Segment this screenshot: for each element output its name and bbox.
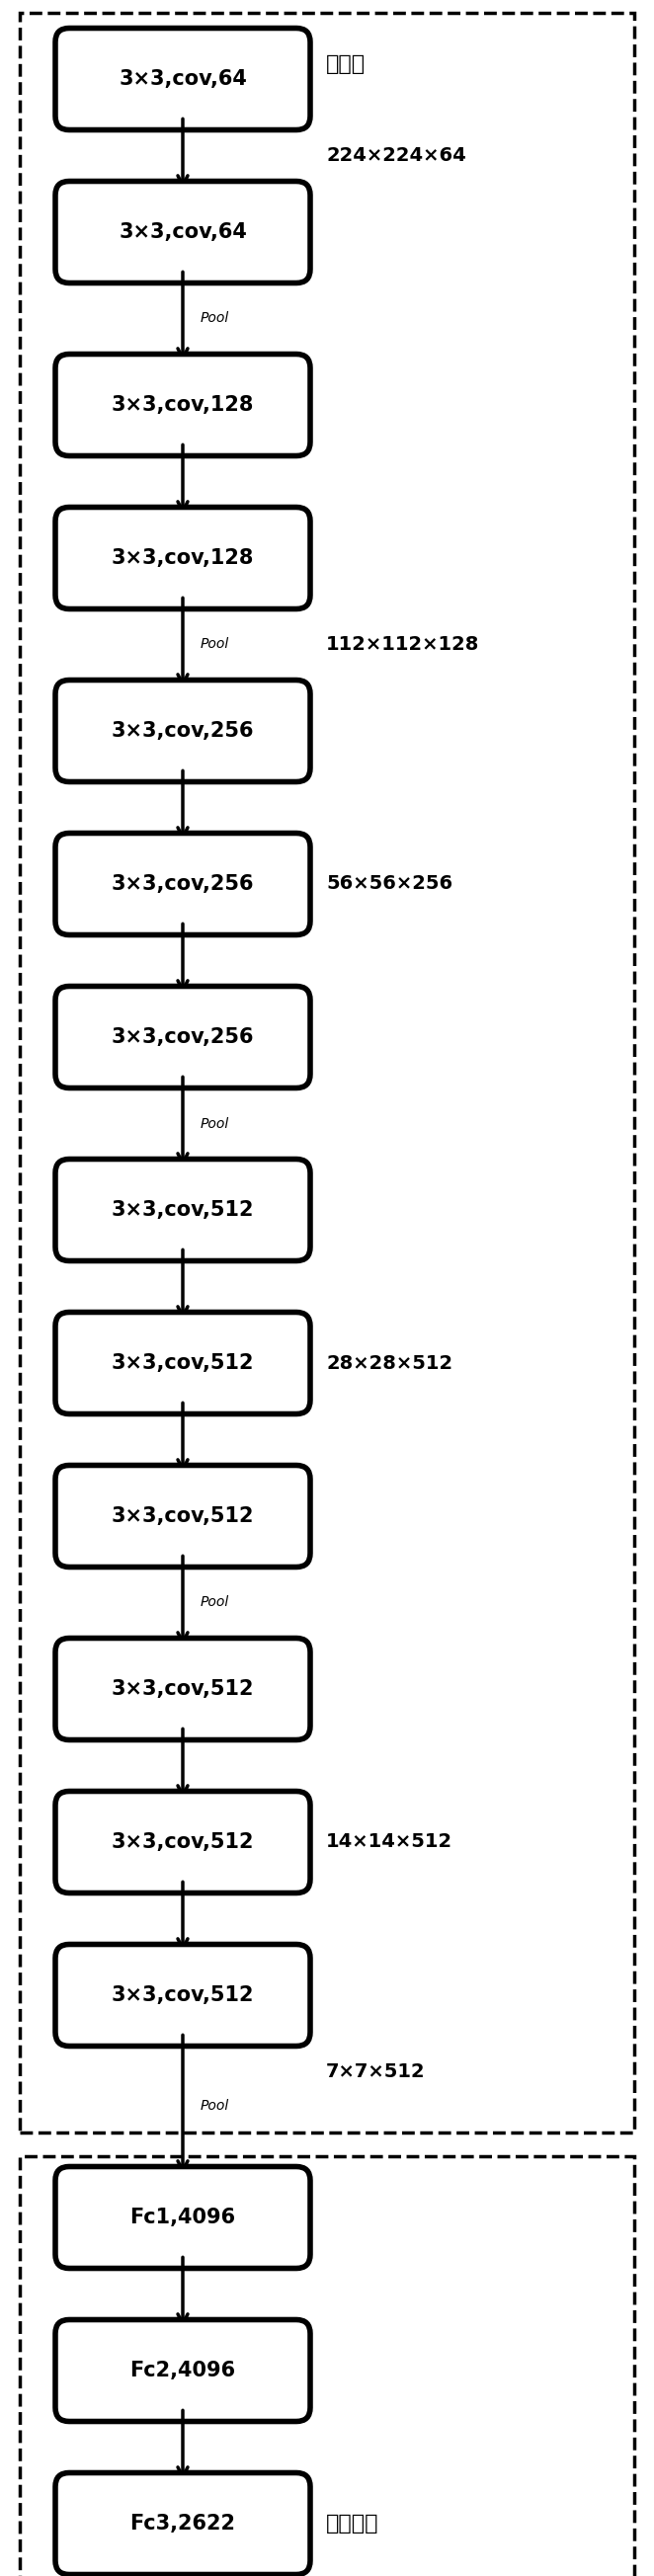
Text: 3×3,cov,128: 3×3,cov,128 xyxy=(111,549,254,567)
FancyBboxPatch shape xyxy=(56,1311,310,1414)
Bar xyxy=(20,13,634,2133)
Text: Fc2,4096: Fc2,4096 xyxy=(130,2360,235,2380)
Text: Pool: Pool xyxy=(201,2099,230,2112)
Text: 3×3,cov,512: 3×3,cov,512 xyxy=(111,1200,254,1221)
FancyBboxPatch shape xyxy=(56,1790,310,1893)
Text: 224×224×64: 224×224×64 xyxy=(326,147,466,165)
Bar xyxy=(20,2156,634,2576)
FancyBboxPatch shape xyxy=(56,2318,310,2421)
Text: 3×3,cov,64: 3×3,cov,64 xyxy=(118,70,247,90)
Text: 卷积层: 卷积层 xyxy=(326,54,366,75)
FancyBboxPatch shape xyxy=(56,680,310,781)
Text: Fc3,2622: Fc3,2622 xyxy=(130,2514,235,2535)
FancyBboxPatch shape xyxy=(56,1466,310,1566)
Text: 3×3,cov,512: 3×3,cov,512 xyxy=(111,1507,254,1525)
Text: 7×7×512: 7×7×512 xyxy=(326,2063,425,2081)
Text: 3×3,cov,256: 3×3,cov,256 xyxy=(111,873,254,894)
Text: Fc1,4096: Fc1,4096 xyxy=(130,2208,235,2228)
FancyBboxPatch shape xyxy=(56,1638,310,1739)
Text: 3×3,cov,512: 3×3,cov,512 xyxy=(111,1832,254,1852)
Text: 3×3,cov,256: 3×3,cov,256 xyxy=(111,721,254,742)
Text: Pool: Pool xyxy=(201,639,230,652)
FancyBboxPatch shape xyxy=(56,1159,310,1260)
Text: 3×3,cov,64: 3×3,cov,64 xyxy=(118,222,247,242)
FancyBboxPatch shape xyxy=(56,507,310,608)
Text: Pool: Pool xyxy=(201,1115,230,1131)
FancyBboxPatch shape xyxy=(56,832,310,935)
FancyBboxPatch shape xyxy=(56,987,310,1087)
Text: 全连接层: 全连接层 xyxy=(326,2514,379,2535)
Text: 3×3,cov,128: 3×3,cov,128 xyxy=(111,394,254,415)
Text: 3×3,cov,256: 3×3,cov,256 xyxy=(111,1028,254,1046)
FancyBboxPatch shape xyxy=(56,2473,310,2573)
FancyBboxPatch shape xyxy=(56,2166,310,2269)
FancyBboxPatch shape xyxy=(56,353,310,456)
FancyBboxPatch shape xyxy=(56,1945,310,2045)
Text: 3×3,cov,512: 3×3,cov,512 xyxy=(111,1986,254,2004)
Text: 28×28×512: 28×28×512 xyxy=(326,1352,453,1373)
Text: 3×3,cov,512: 3×3,cov,512 xyxy=(111,1352,254,1373)
FancyBboxPatch shape xyxy=(56,180,310,283)
Text: 14×14×512: 14×14×512 xyxy=(326,1832,453,1852)
Text: 56×56×256: 56×56×256 xyxy=(326,876,453,894)
FancyBboxPatch shape xyxy=(56,28,310,129)
Text: Pool: Pool xyxy=(201,1595,230,1610)
Text: 3×3,cov,512: 3×3,cov,512 xyxy=(111,1680,254,1700)
Text: 112×112×128: 112×112×128 xyxy=(326,636,479,654)
Text: Pool: Pool xyxy=(201,312,230,325)
